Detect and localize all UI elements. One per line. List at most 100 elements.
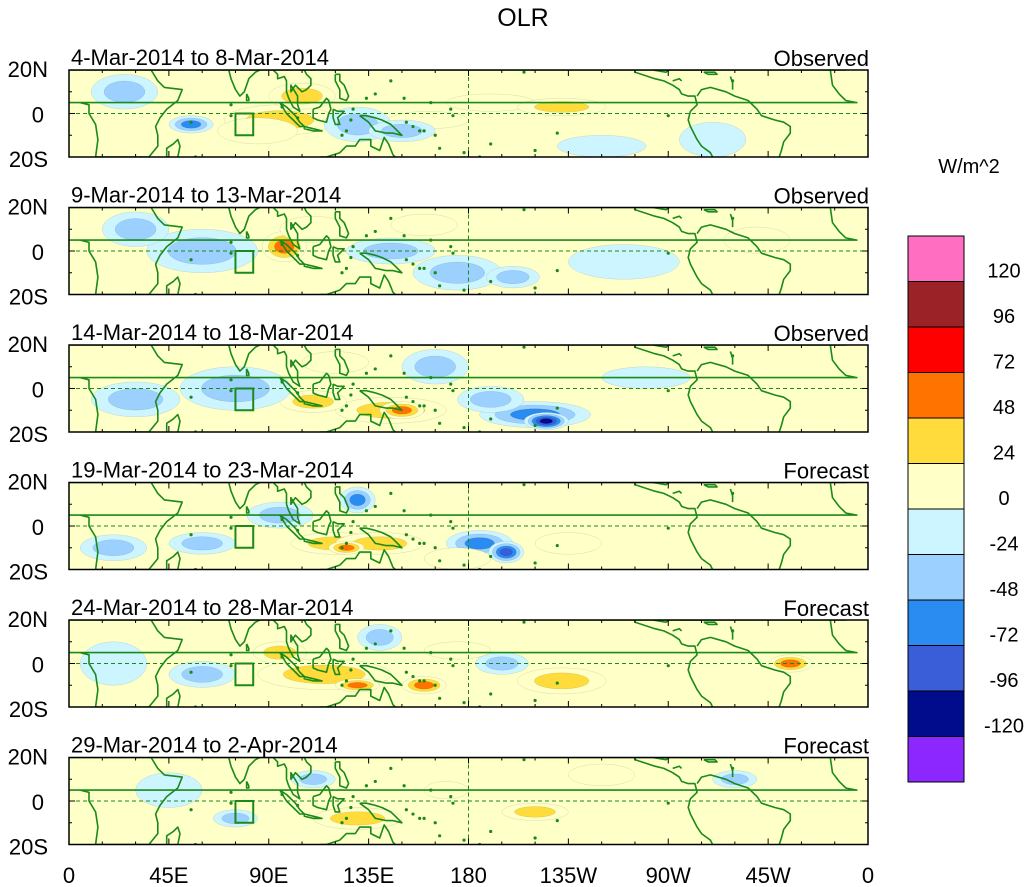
island [731, 629, 735, 633]
island [438, 146, 442, 150]
colorbar-swatch [907, 736, 965, 783]
colorbar-swatch [907, 235, 965, 282]
island [349, 255, 353, 260]
panel-kind-label: Observed [774, 321, 869, 346]
island [522, 483, 526, 487]
island [229, 389, 233, 393]
olr-anomaly-contour [534, 532, 602, 555]
panel-kind-label: Observed [774, 184, 869, 209]
island [229, 664, 233, 668]
island [429, 376, 433, 380]
colorbar-level-label: -48 [990, 579, 1019, 601]
olr-anomaly-contour [568, 244, 680, 280]
coastline [729, 76, 734, 90]
island [229, 790, 233, 794]
island [373, 642, 377, 646]
coastline [703, 758, 718, 763]
island [438, 696, 442, 700]
coastline [334, 761, 350, 789]
coastline [703, 346, 718, 351]
olr-anomaly-contour [539, 418, 553, 424]
panel-period-label: 24-Mar-2014 to 28-Mar-2014 [71, 595, 353, 620]
coastline [332, 383, 346, 401]
island [418, 541, 422, 546]
coastline [303, 125, 323, 132]
colorbar-level-label: 24 [993, 443, 1015, 465]
coastline [703, 208, 718, 213]
coastline [303, 675, 323, 682]
island [555, 543, 559, 548]
island [351, 520, 355, 524]
island [489, 829, 493, 834]
map-panel: 20N 0 20S 29-Mar-2014 to 2-Apr-2014 Forecast [8, 733, 869, 860]
olr-anomaly-contour [423, 641, 491, 660]
coastline [679, 70, 705, 71]
x-tick-label: 0 [862, 863, 874, 887]
island [340, 821, 344, 825]
island [731, 216, 735, 220]
coastline [245, 231, 250, 239]
island [666, 664, 670, 668]
olr-anomaly-contour [720, 773, 749, 785]
island [511, 479, 514, 482]
colorbar-swatch [907, 281, 965, 328]
olr-anomaly-contour [103, 80, 146, 103]
island [422, 404, 426, 408]
island [229, 801, 233, 805]
island [418, 266, 422, 270]
panel-period-label: 4-Mar-2014 to 8-Mar-2014 [71, 45, 329, 70]
island [189, 670, 193, 674]
island [449, 107, 453, 111]
island [189, 120, 193, 124]
panel-kind-label: Forecast [783, 596, 869, 621]
reference-box [234, 525, 255, 549]
coastline [634, 207, 714, 295]
coastline [312, 509, 332, 536]
olr-anomaly-contour [470, 391, 512, 408]
olr-anomaly-contour [181, 666, 223, 683]
island [533, 561, 537, 565]
y-tick-label: 20S [9, 285, 48, 310]
island [422, 129, 426, 133]
island [511, 204, 514, 207]
olr-anomaly-contour [464, 537, 495, 550]
y-tick-label: 20S [9, 560, 48, 585]
x-tick-label: 135E [343, 863, 394, 887]
island [462, 151, 466, 155]
coastline [303, 400, 323, 407]
coastline [272, 70, 312, 113]
island [349, 118, 353, 122]
coastline [319, 411, 396, 432]
coastline [312, 372, 332, 399]
colorbar-level-label: 48 [993, 397, 1015, 419]
olr-anomaly-contour [114, 218, 157, 241]
y-tick-label: 0 [32, 240, 44, 265]
coastline [334, 486, 350, 514]
island [533, 698, 537, 703]
coastline [312, 97, 332, 123]
coastline [245, 368, 250, 377]
coastline [703, 71, 718, 76]
island [344, 404, 349, 408]
x-tick-label: 90W [646, 863, 691, 887]
map-panel: 20N 0 20S 24-Mar-2014 to 28-Mar-2014 Forecas… [8, 595, 869, 722]
coastline [679, 482, 705, 484]
island [351, 657, 355, 661]
island [411, 812, 415, 816]
colorbar-level-label: -96 [990, 670, 1019, 692]
island [404, 670, 408, 674]
coastline [359, 527, 403, 549]
coastline [696, 86, 792, 157]
island [340, 408, 344, 412]
olr-anomaly-contour [679, 122, 747, 157]
panel-kind-label: Forecast [783, 734, 869, 759]
olr-anomaly-contour [557, 135, 647, 157]
island [296, 391, 300, 395]
coastline [332, 108, 346, 126]
island [533, 286, 537, 290]
island [449, 657, 453, 661]
island [438, 834, 442, 838]
island [344, 129, 349, 133]
island [411, 399, 415, 404]
